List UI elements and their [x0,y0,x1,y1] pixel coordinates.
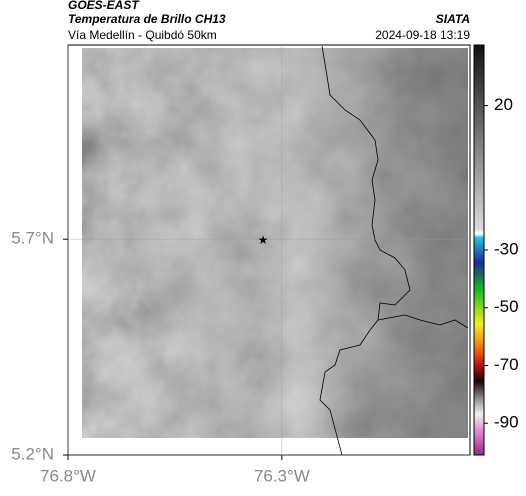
colorbar-tick-label: 20 [494,95,513,114]
x-tick-label: 76.8°W [40,466,96,485]
route: Vía Medellín - Quibdó 50km [68,28,217,42]
colorbar-tick-label: -30 [494,239,519,258]
colorbar [473,44,485,456]
x-tick-label: 76.3°W [254,466,310,485]
border-line [319,45,469,456]
colorbar-tick-label: -90 [494,413,519,432]
y-tick-label: 5.2°N [11,444,54,463]
title: GOES-EAST [68,0,140,12]
y-tick-label: 5.7°N [11,229,54,248]
colorbar-tick-label: -50 [494,297,519,316]
source: SIATA [436,12,470,26]
colorbar-tick-label: -70 [494,355,519,374]
brightness-overlay [82,48,468,438]
subtitle: Temperatura de Brillo CH13 [68,12,226,26]
timestamp: 2024-09-18 13:19 [375,28,470,42]
location-star: ★ [258,233,269,247]
